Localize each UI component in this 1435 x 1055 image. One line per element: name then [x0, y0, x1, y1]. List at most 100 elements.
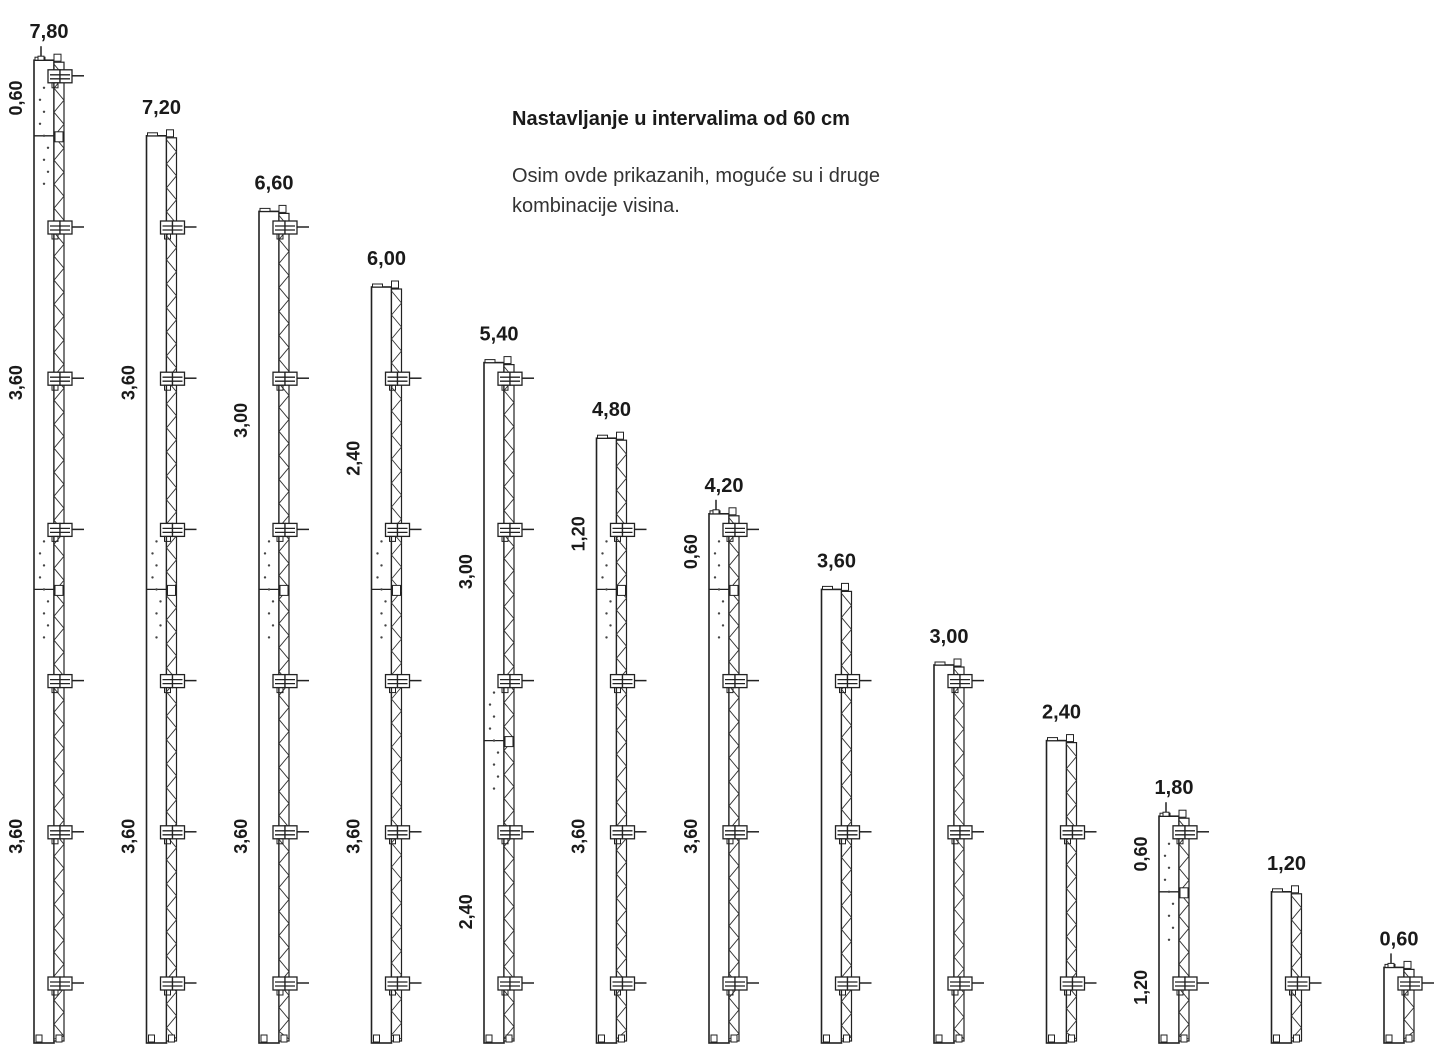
description: Osim ovde prikazanih, moguće su i druge …: [512, 165, 880, 217]
tie-hole: [1167, 890, 1171, 893]
tie-hole: [42, 564, 46, 567]
tie-hole: [38, 122, 42, 126]
tie-hole: [1167, 842, 1171, 845]
top-bracket: [1403, 960, 1412, 969]
segment-height-label: 3,00: [456, 554, 476, 589]
tie-hole: [42, 86, 46, 90]
clamp-icon: [1397, 976, 1434, 996]
tie-hole: [717, 636, 721, 639]
top-bracket: [391, 280, 399, 289]
total-height-label: 5,40: [480, 324, 519, 346]
tie-hole: [155, 564, 158, 567]
tie-hole: [488, 727, 492, 730]
segment-height-label: 3,60: [6, 819, 26, 854]
clamp-icon: [497, 371, 534, 391]
tie-hole: [488, 703, 492, 706]
tie-hole: [46, 146, 50, 149]
tie-hole: [496, 751, 500, 754]
tie-hole: [380, 564, 383, 567]
foot-plate: [505, 1034, 513, 1043]
clamp-icon: [159, 522, 197, 542]
clamp-icon: [947, 673, 984, 694]
tie-hole: [605, 612, 608, 615]
column-1: 7,80 3,60 3,60 0,60: [6, 21, 84, 1044]
clamp-icon: [159, 673, 197, 694]
foot-plate: [598, 1034, 605, 1043]
total-height-label: 3,60: [817, 550, 856, 572]
tie-hole: [42, 588, 46, 591]
column-2: 7,20 3,60 3,60: [119, 97, 197, 1044]
foot-plate: [1068, 1034, 1075, 1043]
clamp-icon: [272, 673, 309, 694]
tie-hole: [1167, 914, 1171, 917]
foot-plate: [260, 1034, 268, 1043]
joint-coupler: [54, 584, 64, 596]
column-6: 4,80 3,60 1,20: [569, 399, 647, 1044]
tie-hole: [155, 612, 158, 615]
clamp-icon: [47, 522, 84, 542]
clamp-icon: [497, 673, 534, 694]
clamp-icon: [1172, 825, 1209, 845]
clamp-icon: [722, 522, 759, 542]
top-cap: [1047, 737, 1058, 742]
foot-plate: [35, 1034, 43, 1043]
clamp-icon: [609, 825, 647, 845]
clamp-icon: [384, 371, 422, 391]
top-bracket: [278, 204, 287, 213]
tie-hole: [151, 576, 154, 579]
spindle-base: [1162, 811, 1170, 817]
tie-hole: [713, 552, 717, 555]
total-height-label: 4,80: [592, 399, 631, 421]
tie-hole: [605, 636, 608, 639]
segment-height-label: 2,40: [344, 441, 364, 476]
tie-hole: [717, 564, 721, 567]
segment-height-label: 3,60: [681, 819, 701, 854]
clamp-icon: [384, 673, 422, 694]
clamp-icon: [947, 976, 984, 996]
clamp-icon: [497, 825, 534, 845]
clamp-icon: [1059, 825, 1097, 845]
column-3: 6,60 3,60 3,00: [231, 172, 309, 1044]
joint-coupler: [1179, 887, 1189, 899]
spindle-base: [37, 55, 45, 61]
truss-bracing: [616, 441, 627, 1040]
tie-hole: [155, 540, 158, 543]
foot-plate: [618, 1034, 625, 1043]
clamp-icon: [609, 976, 647, 996]
clamp-icon: [722, 673, 759, 694]
clamp-icon: [834, 673, 872, 694]
clamp-icon: [609, 673, 647, 694]
total-height-label: 0,60: [1380, 928, 1419, 950]
clamp-icon: [272, 522, 309, 542]
foot-plate: [955, 1034, 963, 1043]
tie-hole: [42, 134, 46, 137]
foot-plate: [55, 1034, 63, 1043]
panel: [483, 361, 505, 1044]
foot-plate: [1405, 1034, 1413, 1043]
total-height-label: 1,20: [1267, 853, 1306, 875]
tie-hole: [42, 612, 46, 615]
foot-plate: [935, 1034, 943, 1043]
tie-hole: [151, 552, 154, 555]
clamp-icon: [722, 976, 759, 996]
top-cap: [822, 585, 833, 590]
top-bracket: [728, 507, 737, 516]
tie-hole: [155, 636, 158, 639]
tie-hole: [46, 624, 50, 627]
clamp-icon: [722, 825, 759, 845]
spindle-base: [1387, 962, 1395, 968]
tie-hole: [1171, 926, 1175, 929]
clamp-icon: [384, 522, 422, 542]
top-cap: [484, 359, 496, 364]
tie-hole: [384, 600, 387, 603]
tie-hole: [271, 600, 275, 603]
tie-hole: [492, 787, 496, 790]
spindle-base: [712, 509, 720, 515]
column-12: 1,20: [1267, 853, 1322, 1044]
clamp-icon: [159, 371, 197, 391]
clamp-icon: [159, 220, 197, 240]
foot-plate: [1180, 1034, 1188, 1043]
panel: [33, 59, 55, 1044]
heading: Nastavljanje u intervalima od 60 cm: [512, 108, 850, 130]
